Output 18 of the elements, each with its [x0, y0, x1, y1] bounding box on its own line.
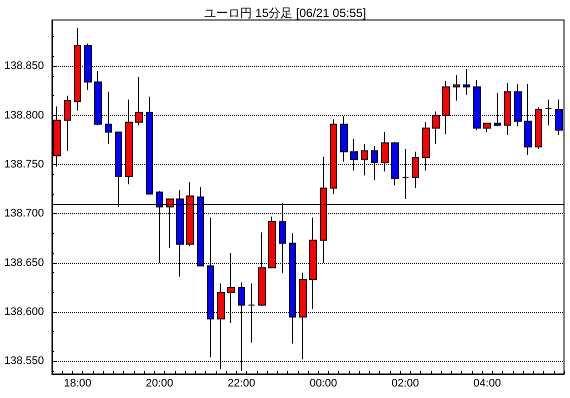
- x-tick-label: 04:00: [473, 378, 501, 390]
- chart-title: ユーロ円 15分足 [06/21 05:55]: [204, 6, 366, 20]
- candlestick: [483, 122, 491, 133]
- y-tick-label: 138.750: [4, 158, 44, 171]
- y-tick-label: 138.600: [4, 306, 44, 318]
- x-tick-label: 02:00: [392, 378, 420, 390]
- y-tick-label: 138.850: [4, 60, 44, 72]
- y-tick-label: 138.650: [4, 256, 44, 269]
- candlestick: [463, 68, 470, 96]
- x-tick-label: 22:00: [228, 378, 256, 390]
- y-tick-label: 138.700: [4, 208, 44, 220]
- x-tick-label: 00:00: [310, 378, 338, 390]
- x-tick-label: 20:00: [146, 378, 174, 390]
- x-tick-label: 18:00: [64, 378, 92, 390]
- candlestick: [340, 116, 348, 162]
- y-tick-label: 138.550: [4, 355, 44, 368]
- candlestick: [453, 74, 460, 102]
- y-tick-label: 138.800: [4, 109, 44, 122]
